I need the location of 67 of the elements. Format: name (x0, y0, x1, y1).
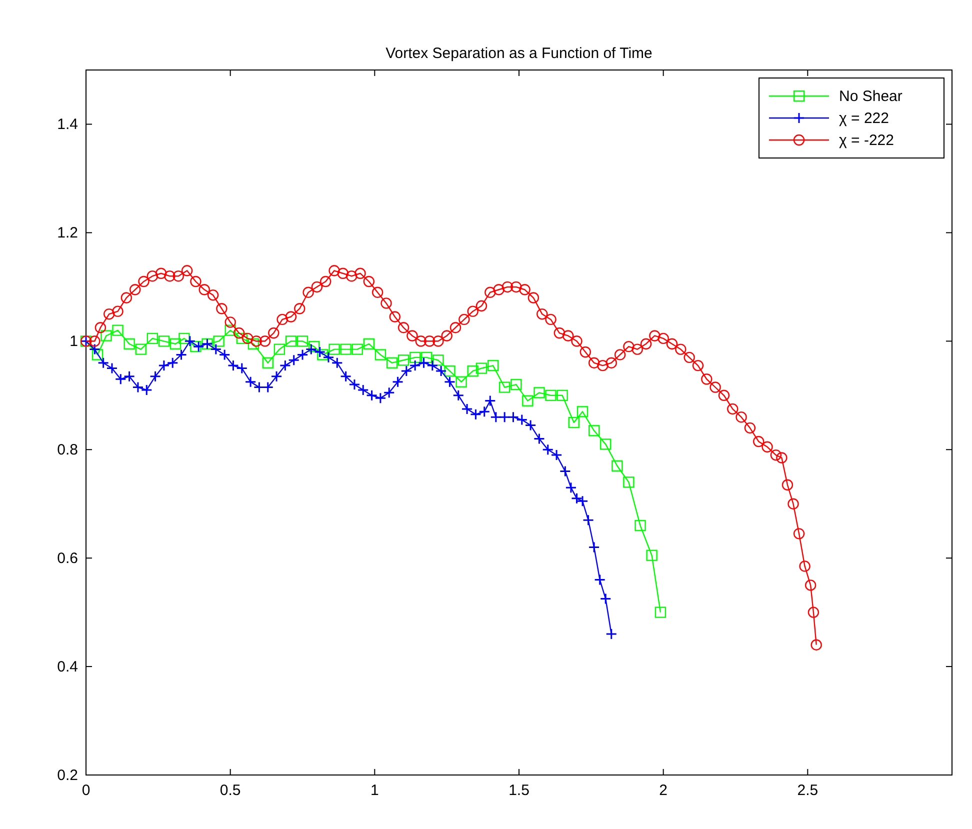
y-tick-label: 0.8 (57, 442, 78, 459)
point (352, 344, 363, 355)
point (409, 352, 421, 364)
point (308, 340, 320, 352)
point (568, 416, 580, 428)
point (124, 338, 135, 350)
point (317, 349, 328, 360)
point (646, 550, 658, 561)
point (534, 387, 545, 398)
point (588, 425, 600, 436)
point (510, 378, 522, 390)
point (296, 336, 308, 347)
point (274, 344, 286, 355)
y-tick-label: 0.2 (57, 767, 78, 784)
legend-label: No Shear (839, 88, 902, 105)
point (262, 357, 274, 368)
point (398, 354, 410, 366)
x-tick-label: 2 (659, 782, 668, 799)
point (432, 354, 444, 366)
x-tick-label: 0 (82, 782, 90, 799)
point (285, 336, 297, 347)
point (178, 332, 190, 344)
point (576, 406, 588, 418)
point (170, 338, 182, 350)
x-tick-label: 1 (370, 782, 379, 799)
point (600, 438, 612, 450)
point (363, 338, 374, 350)
point (522, 395, 534, 406)
point (328, 344, 340, 355)
point (654, 606, 666, 618)
x-tick-label: 0.5 (220, 782, 241, 799)
point (135, 344, 146, 355)
x-tick-label: 2.5 (797, 782, 818, 799)
point (386, 357, 398, 368)
point (421, 352, 432, 364)
point (476, 362, 488, 374)
point (374, 349, 386, 360)
legend-label: χ = 222 (839, 110, 889, 127)
point (498, 382, 510, 393)
point (467, 365, 478, 377)
point (224, 324, 236, 336)
point (634, 520, 646, 532)
point (487, 360, 499, 372)
point (158, 336, 170, 347)
point (213, 336, 224, 347)
y-tick-label: 0.6 (57, 550, 78, 568)
point (236, 332, 248, 344)
y-tick-label: 1 (70, 333, 78, 350)
point (248, 338, 260, 350)
y-tick-label: 1.2 (57, 224, 78, 242)
point (146, 332, 158, 344)
point (623, 476, 634, 488)
point (545, 390, 556, 401)
point (190, 340, 202, 352)
y-tick-label: 0.4 (57, 658, 78, 676)
point (92, 349, 104, 360)
point (556, 390, 568, 401)
legend-label: χ = -222 (839, 132, 894, 149)
point (340, 344, 352, 355)
point (456, 376, 467, 388)
y-tick-label: 1.4 (57, 116, 78, 134)
point (612, 460, 623, 472)
point (112, 324, 124, 336)
point (444, 365, 456, 377)
point (100, 330, 112, 342)
chart-title: Vortex Separation as a Function of Time (386, 45, 652, 62)
x-tick-label: 1.5 (508, 782, 530, 799)
